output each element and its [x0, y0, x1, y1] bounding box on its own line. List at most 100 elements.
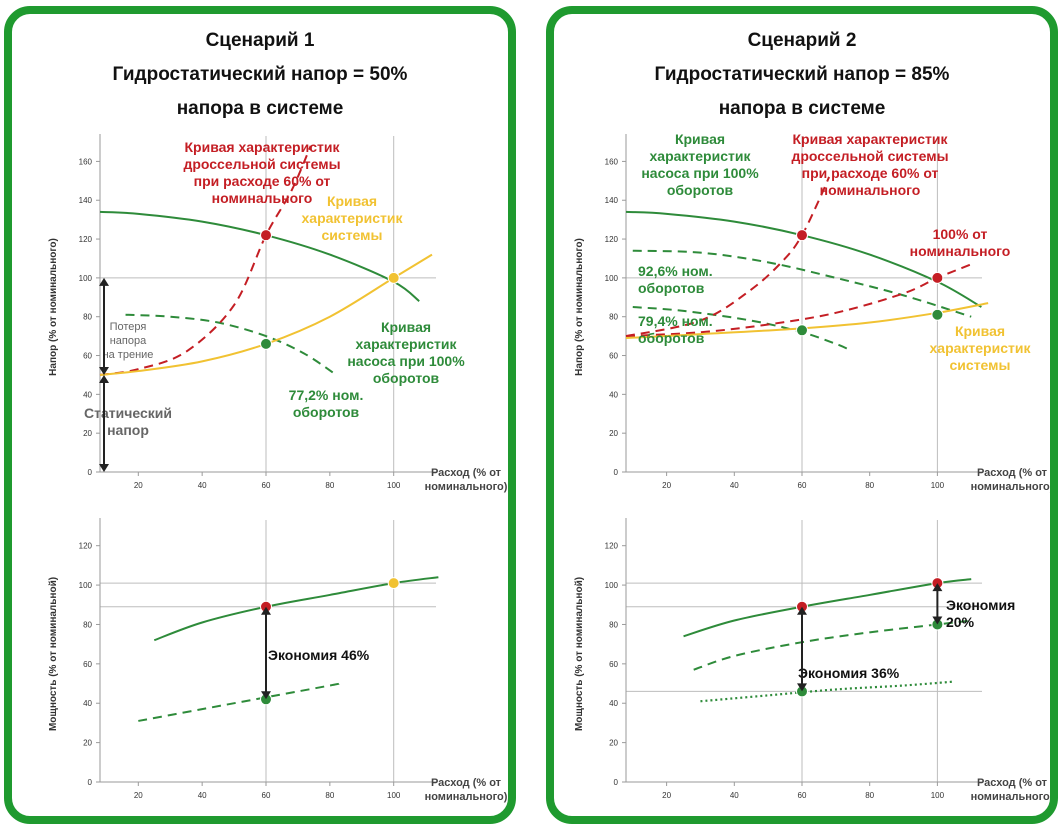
annotation-label: характеристик [650, 148, 752, 164]
y-axis-label: Мощность (% от номинальной) [48, 577, 59, 731]
x-axis-label: Расход (% от [977, 777, 1048, 789]
y-tick-label: 160 [605, 157, 619, 166]
y-tick-label: 100 [79, 581, 93, 590]
y-axis-label: Напор (% от номинального) [574, 238, 585, 376]
annotation-label: при расходе 60% от [194, 173, 331, 189]
y-tick-label: 80 [83, 620, 92, 629]
y-tick-label: 40 [83, 390, 92, 399]
data-point [931, 271, 944, 284]
annotation-label: 20% [946, 614, 975, 630]
annotation-label: Кривая характеристик [185, 139, 341, 155]
x-axis-label: номинального) [971, 481, 1050, 493]
annotation-label: Кривая [381, 319, 431, 335]
data-point [796, 229, 808, 242]
x-tick-label: 40 [198, 791, 207, 800]
y-tick-label: 80 [609, 313, 618, 322]
y-tick-label: 100 [79, 274, 93, 283]
annotation-label: 92,6% ном. [638, 263, 713, 279]
scenario-subtitle-line2: напора в системе [176, 98, 344, 119]
annotation-label: оборотов [667, 182, 734, 198]
x-tick-label: 80 [865, 791, 874, 800]
annotation-label: системы [322, 227, 383, 243]
data-point [260, 337, 272, 350]
y-tick-label: 40 [83, 699, 92, 708]
y-tick-label: 60 [83, 352, 92, 361]
savings-arrow-head-bottom [932, 616, 943, 625]
annotation-label: оборотов [373, 370, 440, 386]
annotation-label: Кривая [955, 323, 1005, 339]
annotation-label: системы [950, 357, 1011, 373]
y-tick-label: 60 [83, 660, 92, 669]
y-tick-label: 60 [609, 352, 618, 361]
annotation-label: 79,4% ном. [638, 313, 713, 329]
savings-arrow-head-top [932, 583, 943, 592]
x-axis-label: номинального) [971, 791, 1050, 803]
x-tick-label: 80 [325, 481, 334, 490]
friction-loss-arrow-head-top [99, 277, 109, 286]
annotation-label: напор [107, 422, 149, 438]
series-line-pump926 [632, 249, 972, 318]
annotation-label: при расходе 60% от [802, 165, 939, 181]
annotation-label: оборотов [638, 280, 705, 296]
annotation-label: Кривая [675, 131, 725, 147]
savings-arrow-head-top [261, 606, 271, 615]
data-point [260, 229, 272, 242]
x-tick-label: 20 [662, 791, 671, 800]
y-tick-label: 100 [605, 581, 619, 590]
x-axis-label: номинального) [425, 791, 508, 803]
annotation-label: Потеря [110, 321, 147, 333]
annotation-label: дроссельной системы [183, 156, 340, 172]
y-tick-label: 100 [605, 274, 619, 283]
annotation-label: Кривая [327, 193, 377, 209]
y-tick-label: 80 [83, 313, 92, 322]
annotation-label: номинального [910, 243, 1011, 259]
y-tick-label: 60 [609, 660, 618, 669]
annotation-label: оборотов [293, 404, 360, 420]
y-tick-label: 140 [79, 196, 93, 205]
y-tick-label: 160 [79, 157, 93, 166]
x-axis-label: Расход (% от [431, 467, 502, 479]
savings-arrow-head-bottom [797, 683, 807, 692]
scenario-title: Сценарий 2 [747, 30, 857, 51]
x-tick-label: 80 [325, 791, 334, 800]
annotation-label: Экономия [946, 597, 1015, 613]
y-tick-label: 0 [88, 468, 93, 477]
annotation-label: 100% от [933, 226, 988, 242]
x-tick-label: 100 [931, 481, 945, 490]
x-tick-label: 20 [134, 481, 143, 490]
y-tick-label: 20 [609, 739, 618, 748]
y-tick-label: 120 [79, 542, 93, 551]
x-tick-label: 100 [387, 481, 401, 490]
x-tick-label: 60 [262, 481, 271, 490]
annotation-label: насоса при 100% [641, 165, 759, 181]
x-tick-label: 100 [387, 791, 401, 800]
annotation-label: Экономия 46% [268, 647, 370, 663]
scenario-subtitle: Гидростатический напор = 85% [654, 64, 950, 85]
y-axis-label: Напор (% от номинального) [48, 238, 59, 376]
y-tick-label: 20 [609, 429, 618, 438]
scenario-2-panel: Сценарий 2 Гидростатический напор = 85% … [546, 6, 1058, 824]
annotation-label: Кривая характеристик [793, 131, 949, 147]
annotation-label: оборотов [638, 330, 705, 346]
x-tick-label: 60 [798, 791, 807, 800]
head-chart-scenario-2: 0 20 40 60 80 100 120 140 160 20 40 60 80 100 Напор (%… [574, 131, 1050, 803]
y-tick-label: 80 [609, 620, 618, 629]
scenario-subtitle-line2: напора в системе [718, 98, 886, 119]
data-point [387, 577, 400, 590]
x-tick-label: 80 [865, 481, 874, 490]
x-tick-label: 40 [730, 791, 739, 800]
series-line-pump772 [125, 313, 337, 376]
y-tick-label: 20 [83, 739, 92, 748]
x-tick-label: 20 [662, 481, 671, 490]
x-tick-label: 40 [730, 481, 739, 490]
annotation-label: характеристик [356, 336, 458, 352]
annotation-label: напора [110, 335, 147, 347]
data-point [387, 271, 400, 284]
y-tick-label: 20 [83, 429, 92, 438]
savings-arrow-head-bottom [261, 691, 271, 700]
series-line-pump794 [632, 306, 850, 351]
friction-loss-arrow-head-bottom [99, 366, 109, 375]
annotation-label: номинального [820, 182, 921, 198]
x-tick-label: 100 [931, 791, 945, 800]
annotation-label: характеристик [302, 210, 404, 226]
